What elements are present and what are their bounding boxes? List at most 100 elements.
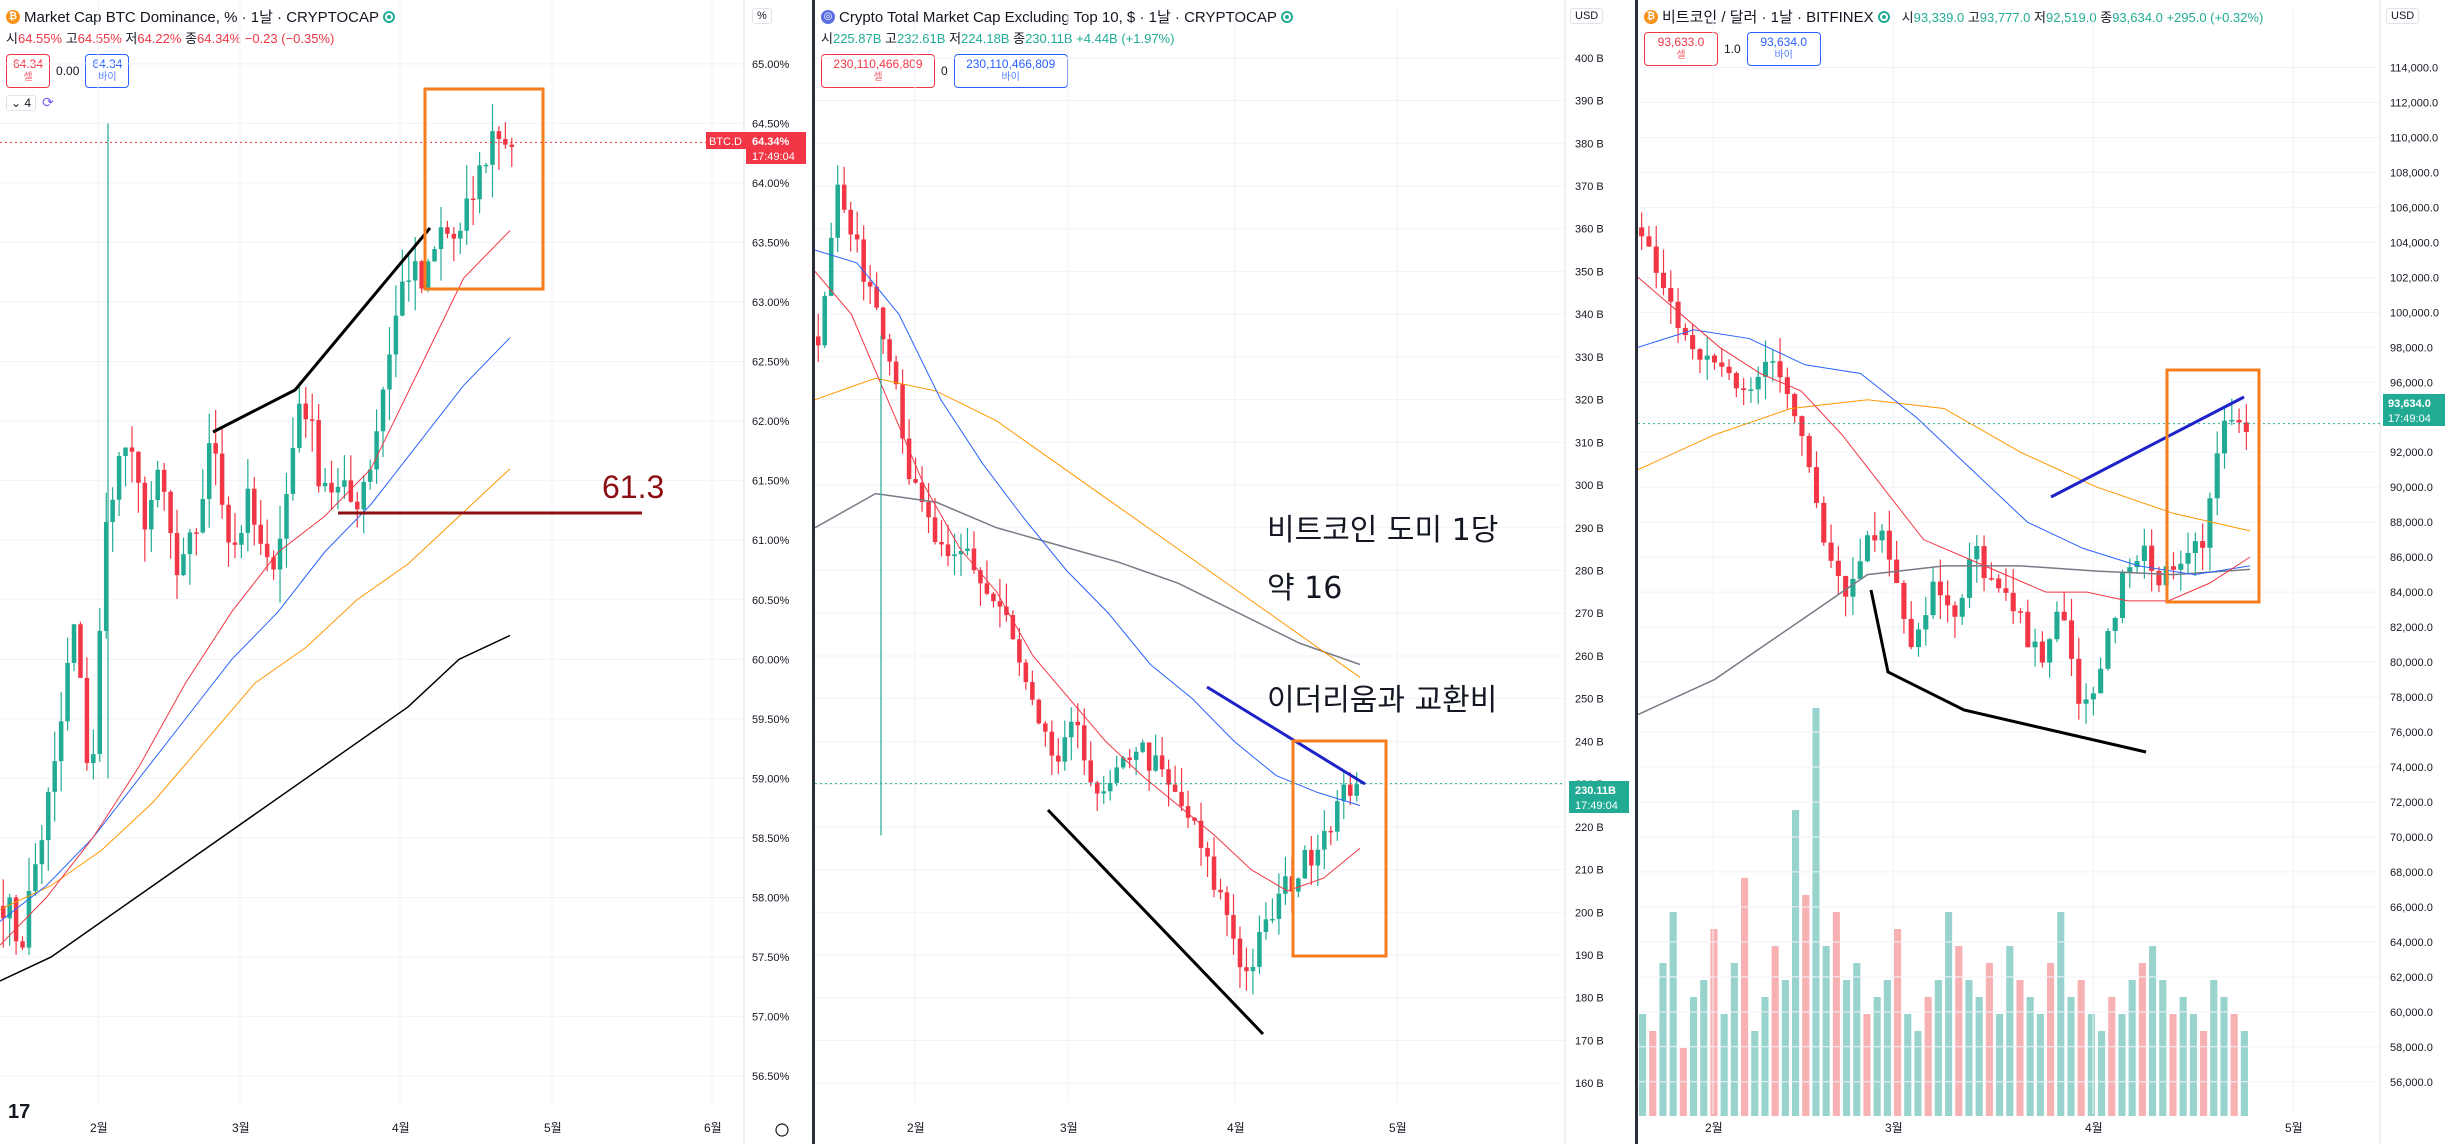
volume-bar	[2169, 1014, 2177, 1116]
x-tick-label: 2월	[907, 1121, 925, 1135]
volume-bar	[1710, 929, 1718, 1116]
candle-body	[1056, 755, 1061, 762]
candle-body	[1075, 721, 1081, 726]
candle-body	[2098, 668, 2104, 694]
volume-bar	[2189, 1014, 2197, 1116]
pane-separator[interactable]	[812, 0, 815, 1144]
y-tick-label: 65.00%	[752, 59, 790, 71]
buy-button[interactable]: 230,110,466,809 바이	[953, 54, 1068, 88]
unit-label[interactable]: %	[752, 8, 772, 24]
candle-body	[490, 131, 495, 165]
candle-body	[1244, 967, 1249, 972]
volume-bar	[2118, 1014, 2126, 1116]
candle-body	[123, 447, 128, 456]
candle-body	[1127, 757, 1132, 760]
y-tick-label: 66,000.0	[2390, 902, 2433, 914]
volume-bar	[2087, 1014, 2095, 1116]
candle-body	[2134, 561, 2140, 568]
candle-body	[1081, 725, 1087, 761]
pane-separator[interactable]	[1635, 0, 1638, 1144]
candle-body	[978, 570, 983, 584]
candle-body	[226, 504, 231, 543]
candle-body	[78, 624, 83, 678]
symbol-title[interactable]: 비트코인 / 달러 · 1날 · BITFINEX	[1662, 9, 1874, 26]
sell-button[interactable]: 93,633.0 셀	[1644, 32, 1718, 66]
candle-body	[997, 601, 1003, 607]
candle-body	[1996, 578, 2002, 589]
moving-average-line	[1638, 329, 2251, 576]
x-tick-label: 2월	[1705, 1121, 1723, 1135]
candle-body	[2025, 611, 2031, 648]
symbol-tag	[706, 132, 746, 149]
volume-bar	[1843, 980, 1851, 1116]
buy-button[interactable]: 93,634.0 바이	[1746, 32, 1821, 66]
candle-body	[848, 209, 853, 235]
sell-button[interactable]: 230,110,466,809 셀	[821, 54, 935, 88]
candle-body	[412, 261, 418, 281]
chart-canvas[interactable]: 114,000.0 112,000.0 110,000.0 108,000.0 106,…	[1638, 0, 2451, 1144]
y-tick-label: 76,000.0	[2390, 727, 2433, 739]
moving-average-line	[1638, 276, 2251, 602]
symbol-title[interactable]: Crypto Total Market Cap Excluding Top 10…	[839, 9, 1277, 26]
candle-body	[2141, 545, 2147, 562]
x-tick-label: 5월	[1389, 1121, 1407, 1135]
y-tick-label: 59.00%	[752, 773, 790, 785]
y-tick-label: 70,000.0	[2390, 832, 2433, 844]
panel-total3: ◎ Crypto Total Market Cap Excluding Top …	[815, 0, 1635, 1144]
x-tick-label: 4월	[392, 1121, 410, 1135]
y-tick-label: 62.00%	[752, 416, 790, 428]
candle-body	[2178, 563, 2184, 570]
candle-body	[913, 479, 918, 483]
moving-average-line	[0, 634, 511, 982]
chart-canvas[interactable]: 65.00% 64.50% 64.00% 63.50% 63.00% 62.50% 62.0…	[0, 0, 812, 1144]
candle-body	[958, 550, 964, 555]
candle-body	[2185, 553, 2191, 564]
volume-bar	[1669, 912, 1677, 1116]
candle-body	[71, 624, 77, 663]
y-tick-label: 340 B	[1575, 309, 1604, 321]
buy-sell-panel: 93,633.0 셀 1.0 93,634.0 바이	[1644, 32, 1821, 66]
y-tick-label: 62.50%	[752, 357, 790, 369]
moving-average-line	[815, 249, 1361, 806]
highlight-box	[423, 87, 545, 291]
symbol-title[interactable]: Market Cap BTC Dominance, % · 1날 · CRYPT…	[24, 9, 380, 26]
candle-body	[919, 482, 925, 502]
candle-body	[271, 557, 276, 570]
candle-body	[258, 524, 263, 544]
chart-canvas[interactable]: 400 B 390 B 380 B 370 B 360 B 350 B 340 B 330 B…	[815, 0, 1635, 1144]
y-tick-label: 82,000.0	[2390, 622, 2433, 634]
candle-body	[1335, 801, 1340, 832]
candle-body	[174, 533, 180, 576]
candle-body	[1030, 682, 1035, 700]
candle-body	[1668, 288, 1674, 302]
candle-body	[880, 307, 886, 340]
candle-body	[861, 239, 866, 282]
trend-line	[212, 227, 432, 434]
y-tick-label: 106,000.0	[2390, 202, 2439, 214]
volume-bar	[1730, 963, 1738, 1116]
indicator-toggle[interactable]: ⌄ 4 ⟳	[6, 94, 54, 111]
bitcoin-icon: ₿	[6, 9, 20, 24]
candle-body	[84, 677, 90, 764]
candle-body	[1283, 876, 1288, 894]
candle-body	[2032, 641, 2038, 648]
volume-bar	[1792, 810, 1800, 1116]
y-tick-label: 57.50%	[752, 952, 790, 964]
candle-body	[425, 261, 431, 289]
y-tick-label: 86,000.0	[2390, 552, 2433, 564]
volume-bar	[1700, 980, 1708, 1116]
unit-label[interactable]: USD	[2386, 8, 2420, 24]
candle-body	[1179, 791, 1184, 807]
candle-body	[1719, 362, 1725, 367]
refresh-icon[interactable]: ⟳	[42, 94, 54, 110]
candle-body	[1974, 546, 1980, 560]
y-tick-label: 102,000.0	[2390, 272, 2439, 284]
candle-body	[939, 542, 944, 545]
candle-body	[835, 184, 840, 238]
unit-label[interactable]: USD	[1570, 8, 1604, 24]
candle-body	[900, 384, 905, 439]
candle-body	[2112, 618, 2118, 631]
indicator-count[interactable]: ⌄ 4	[6, 94, 37, 111]
volume-bar	[1894, 929, 1902, 1116]
candle-body	[110, 499, 115, 523]
